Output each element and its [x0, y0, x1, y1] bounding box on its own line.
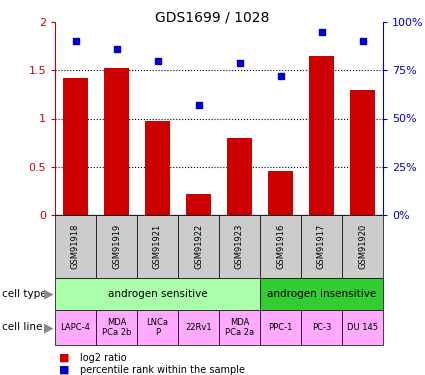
Text: GSM91918: GSM91918: [71, 224, 80, 269]
Bar: [219, 310, 260, 345]
Bar: [55, 215, 96, 278]
Bar: [145, 122, 170, 215]
Text: androgen insensitive: androgen insensitive: [267, 289, 376, 299]
Text: 22Rv1: 22Rv1: [185, 323, 212, 332]
Bar: [55, 278, 260, 310]
Text: GSM91916: GSM91916: [276, 224, 285, 269]
Bar: [96, 310, 137, 345]
Bar: [342, 215, 383, 278]
Text: PPC-1: PPC-1: [268, 323, 293, 332]
Point: [359, 38, 366, 44]
Point: [113, 46, 120, 52]
Point: [154, 58, 161, 64]
Bar: [55, 310, 96, 345]
Text: GSM91923: GSM91923: [235, 224, 244, 269]
Text: log2 ratio: log2 ratio: [80, 353, 127, 363]
Text: LNCa
P: LNCa P: [147, 318, 168, 337]
Text: ▶: ▶: [44, 288, 54, 300]
Bar: [137, 215, 178, 278]
Text: androgen sensitive: androgen sensitive: [108, 289, 207, 299]
Bar: [178, 310, 219, 345]
Point: [277, 73, 284, 79]
Text: ■: ■: [59, 353, 70, 363]
Point: [318, 28, 325, 34]
Bar: [342, 310, 383, 345]
Bar: [227, 138, 252, 215]
Bar: [301, 310, 342, 345]
Text: GSM91919: GSM91919: [112, 224, 121, 269]
Bar: [137, 310, 178, 345]
Text: cell line: cell line: [2, 322, 42, 333]
Text: ▶: ▶: [44, 321, 54, 334]
Bar: [219, 215, 260, 278]
Point: [72, 38, 79, 44]
Text: GDS1699 / 1028: GDS1699 / 1028: [155, 10, 270, 24]
Text: MDA
PCa 2b: MDA PCa 2b: [102, 318, 131, 337]
Bar: [186, 194, 211, 215]
Text: GSM91917: GSM91917: [317, 224, 326, 269]
Text: GSM91922: GSM91922: [194, 224, 203, 269]
Text: DU 145: DU 145: [347, 323, 378, 332]
Bar: [350, 90, 375, 215]
Text: MDA
PCa 2a: MDA PCa 2a: [225, 318, 254, 337]
Text: ■: ■: [59, 365, 70, 375]
Text: GSM91920: GSM91920: [358, 224, 367, 269]
Text: LAPC-4: LAPC-4: [60, 323, 91, 332]
Bar: [96, 215, 137, 278]
Text: percentile rank within the sample: percentile rank within the sample: [80, 365, 246, 375]
Point: [236, 60, 243, 66]
Bar: [268, 171, 293, 215]
Bar: [178, 215, 219, 278]
Text: GSM91921: GSM91921: [153, 224, 162, 269]
Point: [195, 102, 202, 108]
Bar: [104, 68, 129, 215]
Text: cell type: cell type: [2, 289, 47, 299]
Bar: [260, 215, 301, 278]
Bar: [260, 278, 383, 310]
Bar: [301, 215, 342, 278]
Bar: [260, 310, 301, 345]
Text: PC-3: PC-3: [312, 323, 331, 332]
Bar: [309, 56, 334, 215]
Bar: [63, 78, 88, 215]
